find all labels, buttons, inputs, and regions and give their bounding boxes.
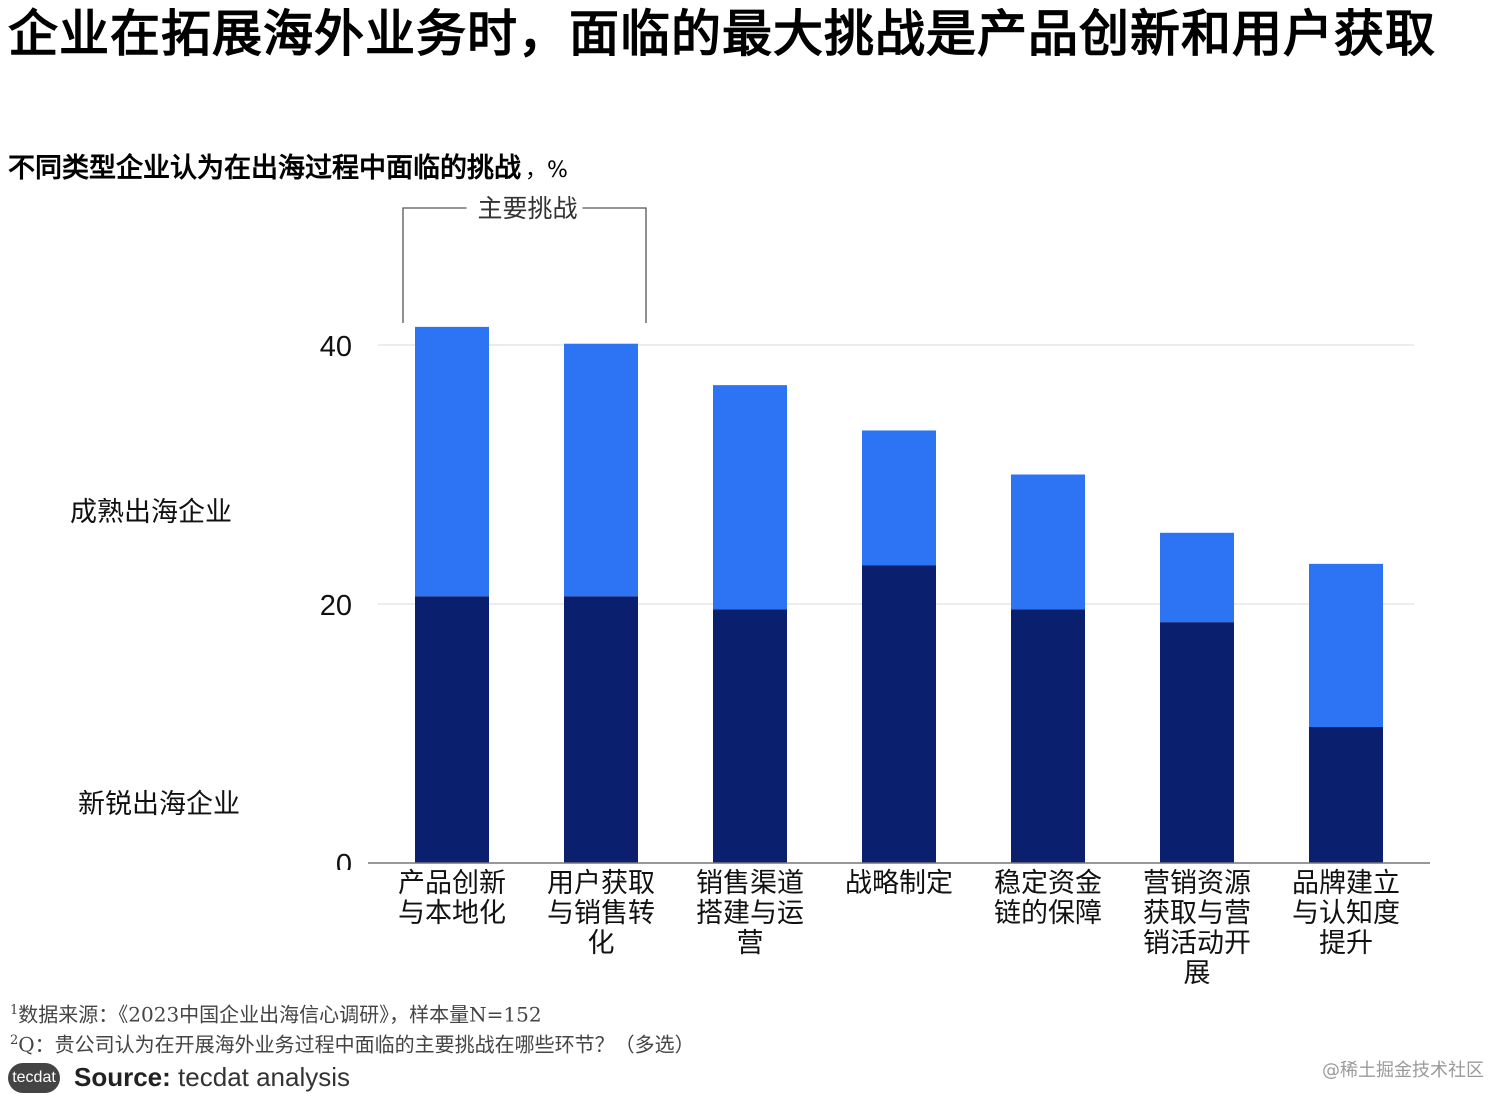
bar-mature-7 xyxy=(1309,563,1383,728)
footnote-1-text: 数据来源：《2023中国企业出海信心调研》，样本量N=152 xyxy=(18,1002,542,1027)
category-label-3: 销售渠道搭建与运营 xyxy=(696,868,804,959)
bar-emerging-4 xyxy=(862,565,936,863)
category-label-4: 战略制定 xyxy=(845,868,953,899)
category-label-2: 用户获取与销售转化 xyxy=(547,868,655,959)
category-label-7: 品牌建立与认知度提升 xyxy=(1292,868,1400,959)
source-line: Source: tecdat analysis xyxy=(74,1062,350,1093)
footnote-1: 1数据来源：《2023中国企业出海信心调研》，样本量N=152 xyxy=(10,998,695,1028)
bar-mature-2 xyxy=(564,343,638,597)
source-text: tecdat analysis xyxy=(178,1062,351,1092)
axis-layer: 0 20 40 xyxy=(320,331,1430,870)
footnotes: 1数据来源：《2023中国企业出海信心调研》，样本量N=152 2Q：贵公司认为… xyxy=(10,998,695,1057)
tecdat-logo: tecdat xyxy=(8,1062,60,1093)
bar-emerging-2 xyxy=(564,596,638,863)
footnote-2: 2Q：贵公司认为在开展海外业务过程中面临的主要挑战在哪些环节？（多选） xyxy=(10,1028,695,1058)
category-label-6: 营销资源获取与营销活动开展 xyxy=(1143,868,1251,989)
bracket-layer: 主要挑战 xyxy=(402,194,647,323)
footnote-2-text: Q：贵公司认为在开展海外业务过程中面临的主要挑战在哪些环节？（多选） xyxy=(18,1032,695,1057)
y-tick-label-20: 20 xyxy=(320,590,352,622)
subtitle-text: 不同类型企业认为在出海过程中面临的挑战 xyxy=(8,153,521,184)
bar-emerging-3 xyxy=(713,609,787,863)
chart-subtitle: 不同类型企业认为在出海过程中面临的挑战，% xyxy=(8,146,568,185)
footnote-1-marker: 1 xyxy=(10,1003,19,1018)
footnote-2-marker: 2 xyxy=(10,1032,19,1048)
bar-mature-1 xyxy=(415,326,489,597)
bar-emerging-5 xyxy=(1011,609,1085,863)
series-label-mature: 成熟出海企业 xyxy=(70,497,232,528)
bar-mature-3 xyxy=(713,385,787,610)
bracket-label: 主要挑战 xyxy=(477,194,577,223)
footer: tecdat Source: tecdat analysis xyxy=(8,1062,350,1093)
category-label-1: 产品创新与本地化 xyxy=(398,868,506,929)
stacked-bar-chart: 0 20 40 主要挑战 xyxy=(320,194,1430,870)
bar-emerging-7 xyxy=(1309,727,1383,863)
bar-emerging-6 xyxy=(1160,622,1234,863)
watermark: @稀土掘金技术社区 xyxy=(1322,1060,1484,1081)
subtitle-unit: ，% xyxy=(525,158,568,183)
bar-mature-6 xyxy=(1160,532,1234,623)
y-tick-label-0: 0 xyxy=(336,849,352,870)
source-label: Source: xyxy=(74,1062,171,1092)
category-label-5: 稳定资金链的保障 xyxy=(994,868,1102,929)
bar-emerging-1 xyxy=(415,596,489,863)
series-label-emerging: 新锐出海企业 xyxy=(78,789,240,820)
page-title: 企业在拓展海外业务时，面临的最大挑战是产品创新和用户获取 xyxy=(8,5,1436,63)
bar-layer xyxy=(415,326,1383,863)
bracket-line xyxy=(402,207,647,323)
bar-mature-5 xyxy=(1011,474,1085,610)
bar-mature-4 xyxy=(862,430,936,566)
y-tick-label-40: 40 xyxy=(320,331,352,363)
